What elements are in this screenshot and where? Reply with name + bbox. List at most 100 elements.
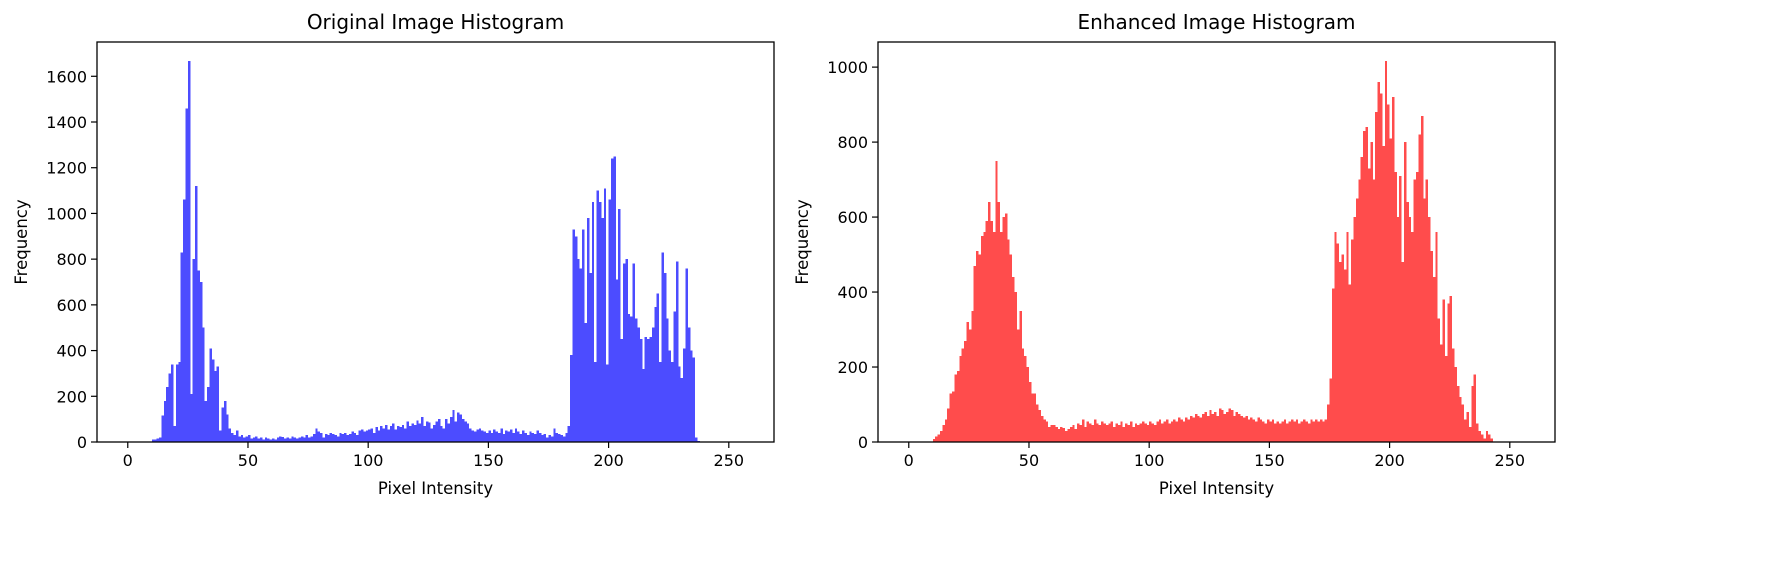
x-tick-label: 50 (238, 451, 258, 470)
histogram-bar (1079, 425, 1082, 442)
histogram-bar (476, 429, 479, 442)
histogram-bar (620, 339, 624, 442)
histogram-bar (529, 431, 532, 442)
histogram-bar (1211, 413, 1215, 442)
histogram-bar (1074, 428, 1078, 442)
histogram-bar (1233, 415, 1236, 442)
histogram-bar (1266, 419, 1270, 442)
histogram-bar (1423, 198, 1426, 442)
histogram-bar (219, 430, 222, 442)
histogram-bar (680, 378, 684, 442)
histogram-bar (1271, 419, 1275, 442)
histogram-bar (1317, 421, 1320, 442)
histogram-bar (324, 434, 328, 442)
histogram-bar (312, 434, 316, 442)
histogram-bar (252, 437, 256, 442)
histogram-bar (399, 427, 402, 442)
histogram-bar (1218, 408, 1222, 442)
y-tick-label: 200 (837, 358, 868, 377)
histogram-bar (1473, 374, 1477, 442)
histogram-bar (183, 199, 186, 442)
histogram-bar (1122, 427, 1126, 442)
histogram-bar (435, 421, 438, 442)
histogram-bar (625, 259, 628, 442)
histogram-bar (1019, 310, 1022, 442)
histogram-bar (510, 429, 513, 442)
histogram-bar (567, 426, 571, 442)
histogram-bar (949, 393, 953, 442)
histogram-bar (1190, 415, 1193, 442)
subplot: 0 50 100 150 200 250 0 200 400 600 800 1000 Enhanced… (793, 10, 1556, 498)
histogram-bar (678, 366, 681, 442)
histogram-bar (1101, 421, 1104, 442)
histogram-bar (461, 419, 465, 442)
histogram-bar (209, 348, 212, 442)
histogram-bar (639, 339, 643, 442)
histogram-bar (548, 435, 551, 442)
histogram-bar (1204, 412, 1207, 442)
histogram-bar (1228, 408, 1231, 442)
histogram-bar (1351, 239, 1354, 442)
histogram-bar (377, 430, 381, 442)
histogram-bar (577, 259, 580, 442)
histogram-bar (1062, 427, 1066, 442)
histogram-bar (1401, 262, 1405, 442)
histogram-bar (1156, 421, 1159, 442)
histogram-bar (1163, 421, 1167, 442)
histogram-bar (983, 232, 986, 442)
histogram-bar (404, 428, 407, 442)
histogram-bar (356, 435, 359, 442)
histogram-bar (233, 435, 236, 442)
histogram-bar (1466, 412, 1469, 442)
histogram-bar (1060, 427, 1063, 442)
histogram-bar (199, 282, 203, 442)
histogram-bar (409, 426, 412, 442)
histogram-bar (221, 407, 224, 442)
histogram-bar (387, 429, 390, 442)
y-tick-label: 1200 (46, 159, 87, 178)
histogram-bar (980, 235, 984, 442)
x-axis-label: Pixel Intensity (378, 479, 493, 498)
histogram-bar (673, 311, 676, 442)
histogram-bar (942, 425, 945, 442)
histogram-bar (481, 430, 484, 442)
histogram-bar (1459, 397, 1462, 442)
histogram-bar (228, 428, 232, 442)
y-tick-label: 400 (837, 283, 868, 302)
histogram-bar (536, 430, 539, 442)
histogram-bar (353, 432, 357, 442)
histogram-bar (464, 421, 467, 442)
chart-title: Enhanced Image Histogram (1077, 10, 1355, 34)
histogram-bar (276, 437, 280, 442)
histogram-bar (1485, 430, 1489, 442)
histogram-bar (1461, 404, 1465, 442)
histogram-bar (505, 430, 508, 442)
histogram-bar (305, 435, 309, 442)
histogram-bar (582, 229, 585, 442)
histogram-bar (1257, 417, 1260, 442)
histogram-bar (1125, 423, 1128, 442)
histogram-bar (490, 432, 494, 442)
histogram-bar (360, 429, 364, 442)
histogram-bar (1009, 254, 1013, 442)
histogram-bar (1180, 419, 1183, 442)
histogram-bar (223, 400, 227, 442)
histogram-bar (1411, 232, 1414, 442)
histogram-bar (538, 432, 542, 442)
histogram-bar (995, 160, 998, 442)
histogram-bar (606, 364, 609, 442)
histogram-bar (522, 430, 525, 442)
histogram-bar (1192, 417, 1195, 442)
x-tick-label: 200 (593, 451, 624, 470)
histogram-bar (1341, 254, 1344, 442)
histogram-bar (493, 429, 496, 442)
histogram-bar (459, 414, 462, 442)
histogram-bar (317, 431, 321, 442)
y-tick-label: 1000 (46, 204, 87, 223)
histogram-bar (1110, 421, 1114, 442)
histogram-bar (687, 327, 691, 442)
histogram-bar (988, 202, 991, 442)
histogram-bar (192, 259, 196, 442)
histogram-bar (1214, 412, 1217, 442)
histogram-bar (247, 435, 251, 442)
